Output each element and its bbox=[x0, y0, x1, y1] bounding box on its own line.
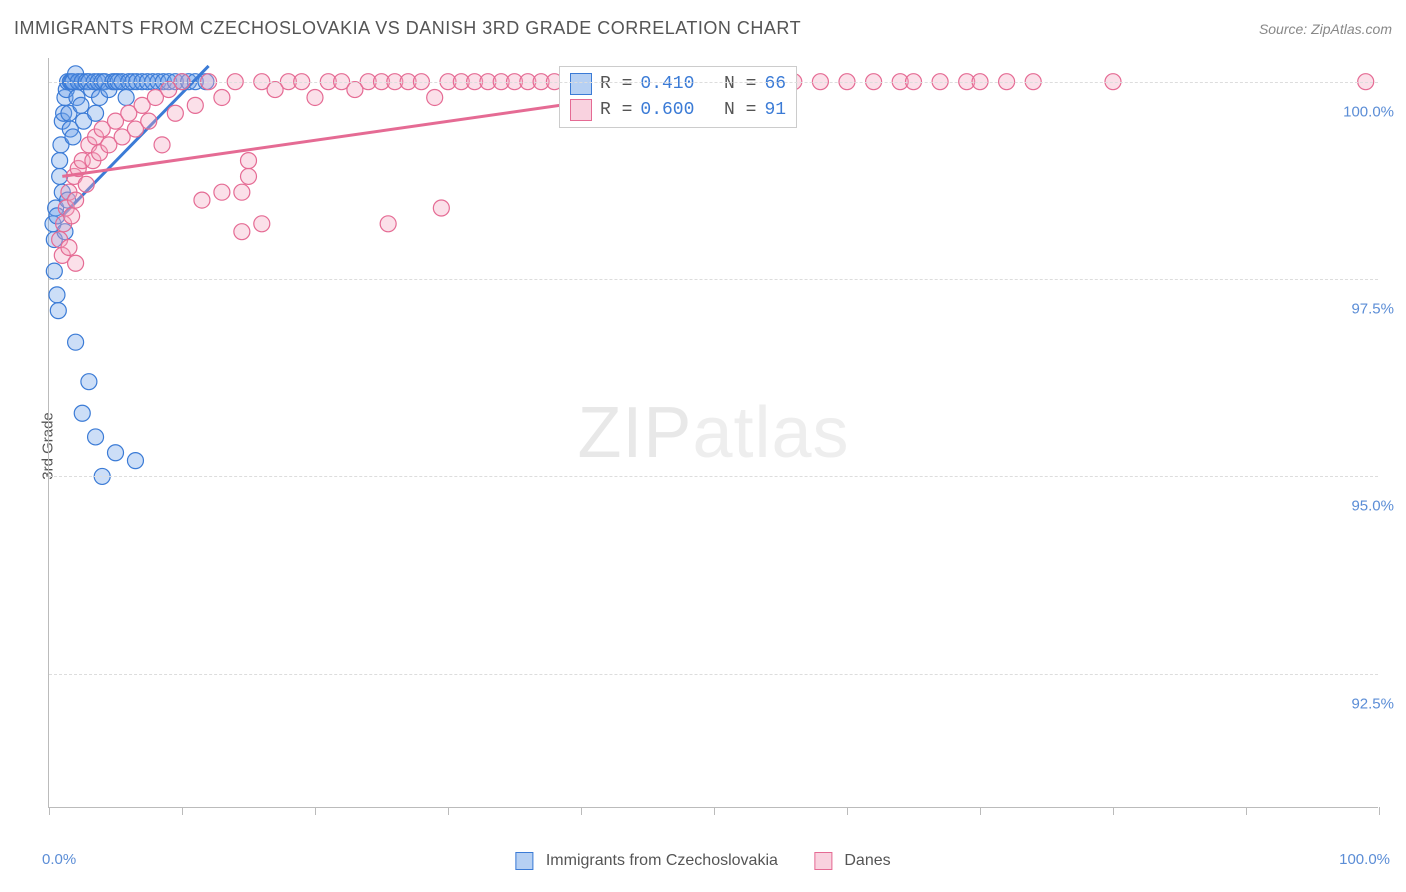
chart-header: IMMIGRANTS FROM CZECHOSLOVAKIA VS DANISH… bbox=[14, 18, 1392, 39]
gridline-h bbox=[49, 674, 1378, 675]
scatter-point bbox=[214, 184, 230, 200]
scatter-point bbox=[50, 303, 66, 319]
scatter-point bbox=[108, 445, 124, 461]
x-tick bbox=[448, 807, 449, 815]
legend-label-2: Danes bbox=[844, 852, 890, 869]
stats-r-value: 0.410 bbox=[640, 74, 694, 94]
gridline-h bbox=[49, 279, 1378, 280]
stats-n-label: N = bbox=[702, 100, 756, 120]
scatter-point bbox=[46, 263, 62, 279]
x-tick bbox=[1379, 807, 1380, 815]
scatter-point bbox=[68, 192, 84, 208]
scatter-point bbox=[49, 287, 65, 303]
x-tick bbox=[714, 807, 715, 815]
x-tick bbox=[581, 807, 582, 815]
scatter-point bbox=[380, 216, 396, 232]
scatter-point bbox=[61, 239, 77, 255]
scatter-point bbox=[118, 89, 134, 105]
x-axis-max-label: 100.0% bbox=[1339, 851, 1390, 868]
scatter-point bbox=[214, 89, 230, 105]
scatter-point bbox=[65, 129, 81, 145]
x-tick bbox=[1113, 807, 1114, 815]
legend-swatch-pink bbox=[814, 852, 832, 870]
scatter-point bbox=[81, 374, 97, 390]
x-tick bbox=[847, 807, 848, 815]
scatter-point bbox=[234, 224, 250, 240]
stats-r-value: 0.600 bbox=[640, 100, 694, 120]
scatter-point bbox=[154, 137, 170, 153]
legend-bottom: Immigrants from Czechoslovakia Danes bbox=[515, 852, 890, 870]
legend-item-1: Immigrants from Czechoslovakia bbox=[515, 852, 778, 870]
scatter-point bbox=[254, 216, 270, 232]
scatter-point bbox=[68, 255, 84, 271]
scatter-point bbox=[88, 429, 104, 445]
stats-legend-row: R = 0.600 N = 91 bbox=[570, 97, 786, 123]
scatter-point bbox=[241, 153, 257, 169]
scatter-point bbox=[88, 105, 104, 121]
stats-n-value: 66 bbox=[764, 74, 786, 94]
stats-legend: R = 0.410 N = 66R = 0.600 N = 91 bbox=[559, 66, 797, 128]
stats-swatch bbox=[570, 99, 592, 121]
scatter-svg bbox=[49, 58, 1379, 808]
stats-n-label: N = bbox=[702, 74, 756, 94]
stats-r-label: R = bbox=[600, 74, 632, 94]
x-tick bbox=[182, 807, 183, 815]
scatter-point bbox=[52, 153, 68, 169]
scatter-point bbox=[74, 405, 90, 421]
x-tick bbox=[315, 807, 316, 815]
stats-n-value: 91 bbox=[764, 100, 786, 120]
x-tick bbox=[49, 807, 50, 815]
scatter-point bbox=[167, 105, 183, 121]
y-tick-label: 97.5% bbox=[1351, 301, 1394, 318]
scatter-point bbox=[234, 184, 250, 200]
x-tick bbox=[1246, 807, 1247, 815]
stats-r-label: R = bbox=[600, 100, 632, 120]
scatter-point bbox=[78, 176, 94, 192]
legend-swatch-blue bbox=[515, 852, 533, 870]
x-tick bbox=[980, 807, 981, 815]
y-tick-label: 95.0% bbox=[1351, 498, 1394, 515]
scatter-point bbox=[194, 192, 210, 208]
scatter-point bbox=[241, 168, 257, 184]
stats-swatch bbox=[570, 73, 592, 95]
x-axis-min-label: 0.0% bbox=[42, 851, 76, 868]
gridline-h bbox=[49, 476, 1378, 477]
scatter-point bbox=[141, 113, 157, 129]
plot-area: ZIPatlas R = 0.410 N = 66R = 0.600 N = 9… bbox=[48, 58, 1378, 808]
chart-source: Source: ZipAtlas.com bbox=[1259, 21, 1392, 37]
scatter-point bbox=[433, 200, 449, 216]
stats-legend-row: R = 0.410 N = 66 bbox=[570, 71, 786, 97]
scatter-point bbox=[64, 208, 80, 224]
scatter-point bbox=[68, 334, 84, 350]
scatter-point bbox=[187, 97, 203, 113]
scatter-point bbox=[427, 89, 443, 105]
gridline-h bbox=[49, 82, 1378, 83]
y-tick-label: 100.0% bbox=[1343, 103, 1394, 120]
scatter-point bbox=[127, 453, 143, 469]
legend-item-2: Danes bbox=[814, 852, 891, 870]
scatter-point bbox=[73, 97, 89, 113]
chart-title: IMMIGRANTS FROM CZECHOSLOVAKIA VS DANISH… bbox=[14, 18, 801, 39]
scatter-point bbox=[307, 89, 323, 105]
y-tick-label: 92.5% bbox=[1351, 695, 1394, 712]
legend-label-1: Immigrants from Czechoslovakia bbox=[546, 852, 778, 869]
